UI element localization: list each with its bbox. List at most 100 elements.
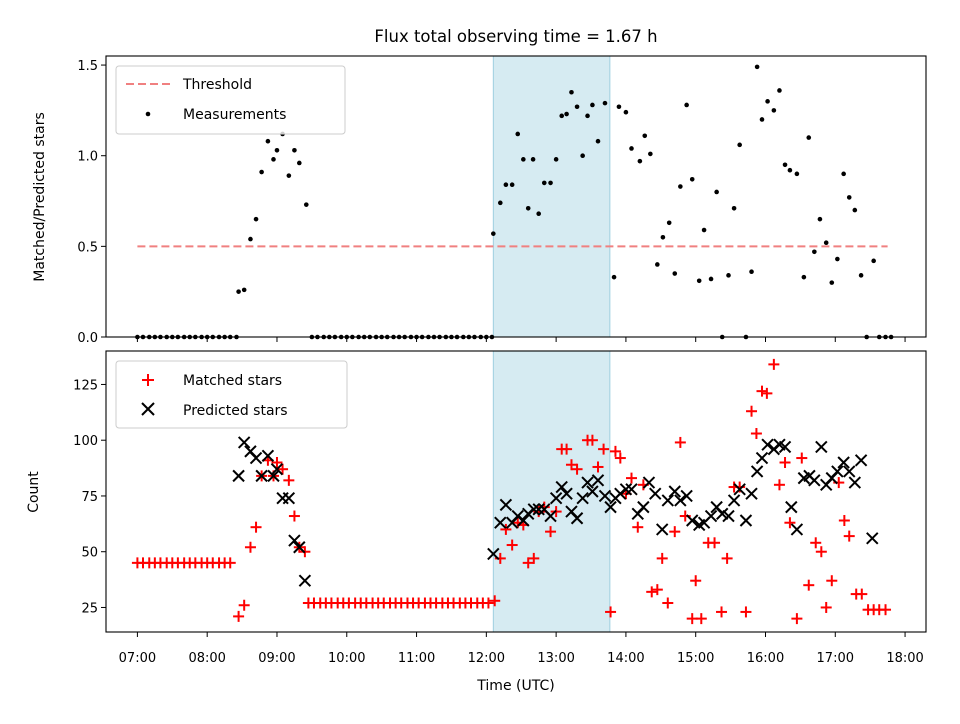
predicted-star-point bbox=[778, 440, 792, 454]
matched-star-point bbox=[482, 597, 494, 609]
matched-star-point bbox=[565, 459, 577, 471]
predicted-star-point bbox=[544, 509, 557, 523]
matched-star-point bbox=[838, 514, 850, 526]
measurement-point bbox=[595, 138, 601, 144]
x-tick-label: 16:00 bbox=[747, 651, 784, 666]
predicted-star-point bbox=[560, 487, 573, 500]
bottom-y-ticks: 25 50 75 100 125 bbox=[73, 378, 106, 616]
matched-star-point bbox=[810, 537, 822, 549]
predicted-star-point bbox=[276, 491, 289, 505]
measurement-point bbox=[701, 227, 707, 233]
matched-star-point bbox=[528, 552, 540, 564]
measurement-point bbox=[689, 176, 695, 182]
measurement-point bbox=[777, 88, 782, 93]
measurement-point bbox=[623, 109, 629, 115]
measurement-point bbox=[858, 273, 864, 278]
measurement-point bbox=[749, 269, 754, 275]
legend-matched-label: Matched stars bbox=[183, 373, 282, 389]
measurement-point bbox=[271, 157, 276, 162]
measurement-point bbox=[274, 147, 280, 153]
predicted-star-point bbox=[815, 440, 828, 454]
predicted-star-point bbox=[808, 474, 821, 487]
measurement-point bbox=[509, 182, 515, 188]
predicted-star-point bbox=[267, 469, 280, 483]
matched-star-point bbox=[500, 523, 512, 535]
measurement-point bbox=[553, 157, 559, 162]
predicted-star-point bbox=[499, 498, 513, 512]
predicted-star-point bbox=[591, 474, 605, 487]
x-tick-label: 11:00 bbox=[398, 651, 435, 666]
predicted-star-point bbox=[532, 503, 545, 516]
measurement-point bbox=[569, 89, 574, 95]
predicted-star-point bbox=[549, 491, 563, 505]
matched-star-point bbox=[709, 537, 721, 549]
measurement-point bbox=[611, 274, 617, 280]
measurement-point bbox=[590, 102, 595, 108]
measurement-point bbox=[564, 111, 569, 117]
predicted-stars-points bbox=[232, 436, 879, 587]
predicted-star-point bbox=[255, 469, 268, 483]
predicted-star-point bbox=[642, 476, 656, 489]
legend-measurements-label: Measurements bbox=[183, 107, 286, 123]
measurement-point bbox=[629, 146, 634, 151]
bottom-legend-box bbox=[115, 360, 348, 429]
matched-star-point bbox=[250, 521, 262, 533]
measurement-point bbox=[771, 108, 777, 113]
measurement-point bbox=[580, 153, 585, 159]
predicted-star-point bbox=[790, 523, 804, 536]
matched-star-point bbox=[592, 461, 604, 473]
matched-star-point bbox=[756, 385, 768, 397]
measurement-point bbox=[660, 234, 666, 240]
measurement-point bbox=[708, 276, 714, 282]
predicted-star-point bbox=[261, 449, 275, 463]
matched-star-point bbox=[669, 526, 681, 538]
predicted-star-point bbox=[848, 476, 862, 489]
measurement-point bbox=[754, 64, 760, 70]
predicted-star-point bbox=[727, 494, 741, 507]
predicted-star-point bbox=[598, 489, 612, 503]
measurement-point bbox=[548, 180, 553, 186]
x-tick-label: 17:00 bbox=[817, 651, 854, 666]
matched-star-point bbox=[750, 428, 762, 440]
x-tick-label: 15:00 bbox=[677, 651, 714, 666]
predicted-star-point bbox=[722, 509, 735, 523]
x-tick-label: 14:00 bbox=[607, 651, 644, 666]
measurement-point bbox=[672, 271, 678, 276]
y-tick-label: 125 bbox=[73, 378, 98, 393]
measurement-point bbox=[297, 160, 302, 166]
matched-star-point bbox=[605, 606, 617, 618]
predicted-star-point bbox=[494, 516, 507, 529]
measurement-point bbox=[521, 157, 526, 162]
predicted-star-point bbox=[288, 534, 301, 547]
matched-star-point bbox=[614, 452, 626, 464]
predicted-star-point bbox=[555, 480, 568, 494]
predicted-star-point bbox=[668, 485, 681, 498]
predicted-star-point bbox=[739, 514, 753, 527]
matched-star-point bbox=[586, 434, 598, 446]
top-legend-box bbox=[115, 65, 346, 135]
predicted-star-point bbox=[581, 476, 594, 489]
predicted-star-point bbox=[733, 483, 746, 496]
x-tick-label: 07:00 bbox=[119, 651, 156, 666]
top-legend: Threshold Measurements bbox=[115, 65, 346, 135]
predicted-star-point bbox=[527, 503, 541, 516]
y-tick-label: 50 bbox=[81, 546, 98, 561]
measurement-point bbox=[303, 202, 309, 207]
matched-star-point bbox=[773, 479, 785, 491]
matched-star-point bbox=[224, 557, 236, 569]
predicted-star-point bbox=[619, 483, 633, 496]
measurement-point bbox=[574, 104, 580, 110]
predicted-star-point bbox=[837, 456, 850, 469]
measurement-point bbox=[559, 113, 565, 119]
measurement-point bbox=[241, 287, 247, 293]
y-tick-label: 100 bbox=[73, 434, 98, 449]
y-tick-label: 75 bbox=[81, 490, 98, 505]
predicted-star-point bbox=[854, 454, 868, 467]
measurement-point bbox=[602, 100, 608, 106]
y-tick-label: 0.0 bbox=[77, 331, 98, 346]
x-tick-label: 08:00 bbox=[188, 651, 225, 666]
matched-star-point bbox=[815, 546, 827, 558]
measurement-point bbox=[806, 135, 812, 140]
top-panel: 0.0 0.5 1.0 1.5 Matched/Predicted stars Thr… bbox=[32, 55, 927, 346]
